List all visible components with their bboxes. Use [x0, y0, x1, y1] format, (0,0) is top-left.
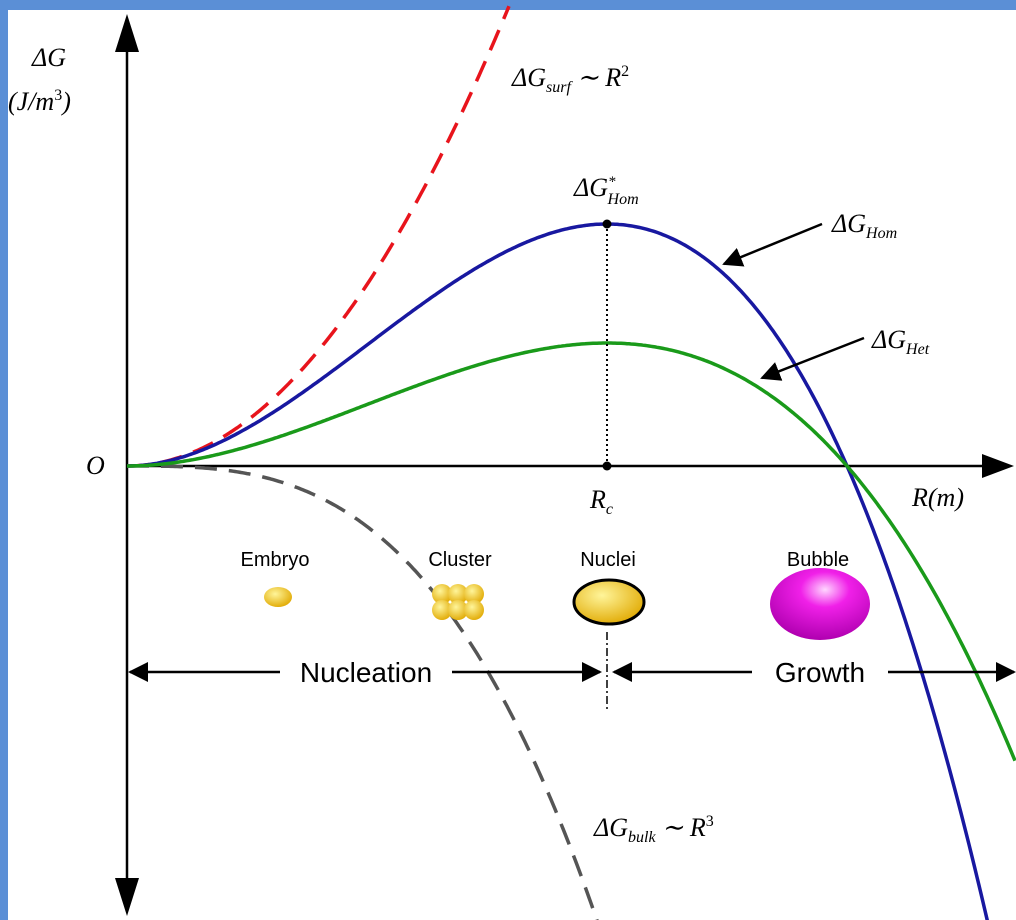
nuclei-icon [574, 580, 644, 624]
peak-dot [603, 220, 612, 229]
diagram: ΔG (J/m3) O R(m) Rc ΔGsurf∼ R2 ΔGbulk∼ R… [0, 0, 1016, 920]
y-axis-unit: (J/m3) [8, 87, 71, 116]
stage-label: Bubble [787, 549, 849, 571]
growth-label: Growth [775, 657, 865, 688]
embryo-icon [264, 587, 292, 607]
x-axis-label: R(m) [911, 483, 964, 512]
stage-label: Cluster [428, 549, 492, 571]
y-axis-symbol: ΔG [31, 43, 66, 72]
origin: O [86, 451, 105, 480]
cluster-icon [432, 584, 484, 620]
stage-label: Nuclei [580, 549, 636, 571]
stage-label: Embryo [241, 549, 310, 571]
page: {"y_axis": {"symbol": "ΔG", "unit": "(J/… [0, 0, 1016, 920]
bubble-icon [770, 568, 870, 640]
rc-dot [603, 462, 612, 471]
nucleation-label: Nucleation [300, 657, 432, 688]
